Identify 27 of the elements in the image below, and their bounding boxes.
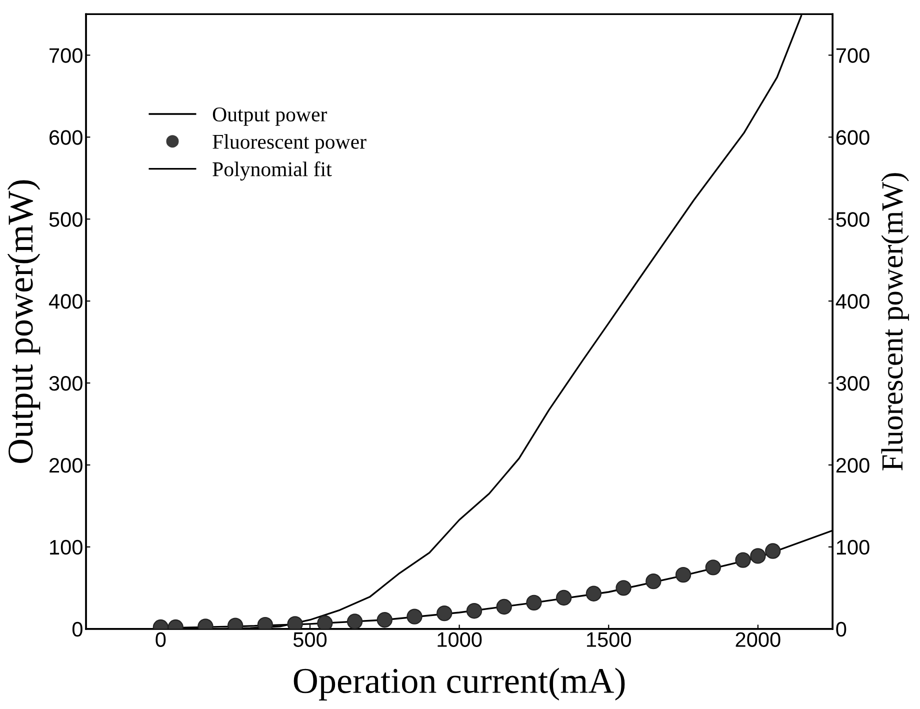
y2-tick-label: 400 — [836, 294, 870, 309]
y2-tick-label: 0 — [836, 622, 846, 637]
y2-tick-label: 100 — [836, 540, 870, 555]
x-axis-title: Operation current(mA) — [294, 668, 625, 700]
y-tick-label: 0 — [72, 622, 82, 637]
y2-tick-label: 500 — [836, 212, 870, 227]
y2-tick-label: 600 — [836, 130, 870, 145]
x-tick-label: 1500 — [587, 632, 631, 647]
y2-tick-label: 700 — [836, 48, 870, 63]
x-tick-label: 2000 — [736, 632, 780, 647]
x-tick-label: 1000 — [438, 632, 482, 647]
legend-label: Polynomial fit — [212, 161, 332, 181]
y-tick-label: 200 — [50, 458, 82, 473]
y-tick-label: 600 — [50, 130, 82, 145]
legend-label: Fluorescent power — [212, 134, 366, 154]
y-tick-label: 400 — [48, 294, 82, 309]
y2-axis-title: Fluorescent power(mW) — [881, 173, 909, 470]
x-tick-label: 0 — [156, 632, 166, 647]
y-tick-label: 700 — [50, 48, 82, 63]
y2-tick-label: 200 — [836, 458, 870, 473]
y-tick-label: 300 — [49, 376, 82, 391]
y-axis-title: Output power(mW) — [7, 180, 40, 463]
y-tick-label: 500 — [49, 212, 82, 227]
y-tick-label: 100 — [50, 540, 82, 555]
legend-label: Output power — [212, 107, 328, 126]
y2-tick-label: 300 — [836, 376, 870, 391]
x-tick-label: 500 — [293, 632, 327, 647]
